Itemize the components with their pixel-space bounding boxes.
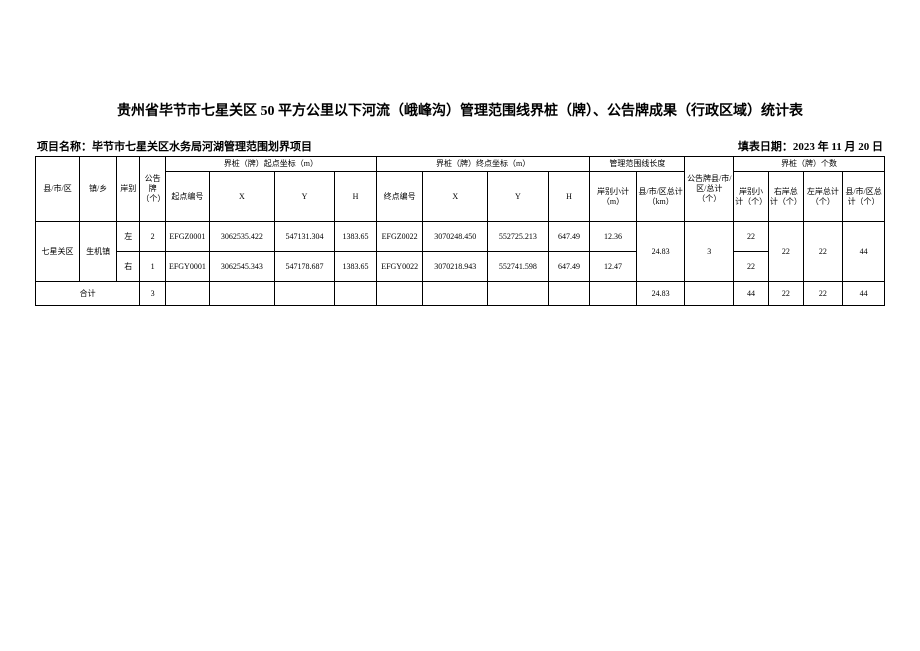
sum-bank-cnt: 44 xyxy=(734,282,769,306)
col-ex: X xyxy=(423,172,488,222)
cell-sh: 1383.65 xyxy=(335,222,377,252)
cell-sx: 3062535.422 xyxy=(209,222,274,252)
col-county-km: 县/市/区总计（km） xyxy=(636,172,685,222)
col-right-cnt: 右岸总计（个） xyxy=(768,172,803,222)
sum-blank xyxy=(548,282,590,306)
cell-county: 七星关区 xyxy=(36,222,80,282)
sum-blank xyxy=(423,282,488,306)
sum-board: 3 xyxy=(140,282,166,306)
cell-bank-len: 12.36 xyxy=(590,222,636,252)
cell-ey: 552741.598 xyxy=(488,252,548,282)
col-count-group: 界桩（牌）个数 xyxy=(734,157,885,172)
col-eh: H xyxy=(548,172,590,222)
sum-right-total: 22 xyxy=(768,282,803,306)
cell-sy: 547178.687 xyxy=(274,252,334,282)
col-board: 公告牌（个） xyxy=(140,157,166,222)
cell-board-total: 3 xyxy=(685,222,734,282)
cell-board: 2 xyxy=(140,222,166,252)
cell-start-id: EFGZ0001 xyxy=(165,222,209,252)
col-sx: X xyxy=(209,172,274,222)
date-value: 2023 年 11 月 20 日 xyxy=(793,141,883,153)
table-row: 右 1 EFGY0001 3062545.343 547178.687 1383… xyxy=(36,252,885,282)
project-name: 毕节市七星关区水务局河湖管理范围划界项目 xyxy=(92,141,312,153)
sum-row: 合计 3 24.83 44 22 22 44 xyxy=(36,282,885,306)
col-board-county: 公告牌县/市/区/总计（个） xyxy=(685,157,734,222)
sum-blank xyxy=(376,282,422,306)
cell-eh: 647.49 xyxy=(548,252,590,282)
sum-county-total: 44 xyxy=(843,282,885,306)
cell-bank: 右 xyxy=(117,252,140,282)
col-sy: Y xyxy=(274,172,334,222)
col-len-group: 管理范围线长度 xyxy=(590,157,685,172)
sum-left-total: 22 xyxy=(803,282,842,306)
cell-bank-cnt: 22 xyxy=(734,222,769,252)
meta-row: 项目名称：毕节市七星关区水务局河湖管理范围划界项目 填表日期：2023 年 11… xyxy=(35,138,885,154)
cell-town: 生机镇 xyxy=(80,222,117,282)
cell-county-km: 24.83 xyxy=(636,222,685,282)
sum-blank xyxy=(685,282,734,306)
cell-bank-cnt: 22 xyxy=(734,252,769,282)
sum-county-km: 24.83 xyxy=(636,282,685,306)
sum-blank xyxy=(335,282,377,306)
cell-sh: 1383.65 xyxy=(335,252,377,282)
page-title: 贵州省毕节市七星关区 50 平方公里以下河流（峨峰沟）管理范围线界桩（牌）、公告… xyxy=(35,100,885,120)
cell-bank-len: 12.47 xyxy=(590,252,636,282)
cell-left-total: 22 xyxy=(803,222,842,282)
cell-bank: 左 xyxy=(117,222,140,252)
col-county: 县/市/区 xyxy=(36,157,80,222)
cell-start-id: EFGY0001 xyxy=(165,252,209,282)
col-start-group: 界桩（牌）起点坐标（m） xyxy=(165,157,376,172)
col-town: 镇/乡 xyxy=(80,157,117,222)
sum-label: 合计 xyxy=(36,282,140,306)
sum-blank xyxy=(165,282,209,306)
cell-ex: 3070248.450 xyxy=(423,222,488,252)
project-label: 项目名称： xyxy=(37,141,92,153)
cell-county-total: 44 xyxy=(843,222,885,282)
date-label: 填表日期： xyxy=(738,141,793,153)
cell-ex: 3070218.943 xyxy=(423,252,488,282)
col-ey: Y xyxy=(488,172,548,222)
header-row-1: 县/市/区 镇/乡 岸别 公告牌（个） 界桩（牌）起点坐标（m） 界桩（牌）终点… xyxy=(36,157,885,172)
cell-sx: 3062545.343 xyxy=(209,252,274,282)
cell-ey: 552725.213 xyxy=(488,222,548,252)
col-end-id: 终点编号 xyxy=(376,172,422,222)
cell-sy: 547131.304 xyxy=(274,222,334,252)
cell-end-id: EFGY0022 xyxy=(376,252,422,282)
col-bank: 岸别 xyxy=(117,157,140,222)
col-bank-sub: 岸别小计（m） xyxy=(590,172,636,222)
col-sh: H xyxy=(335,172,377,222)
col-start-id: 起点编号 xyxy=(165,172,209,222)
table-row: 七星关区 生机镇 左 2 EFGZ0001 3062535.422 547131… xyxy=(36,222,885,252)
data-table: 县/市/区 镇/乡 岸别 公告牌（个） 界桩（牌）起点坐标（m） 界桩（牌）终点… xyxy=(35,156,885,306)
sum-blank xyxy=(590,282,636,306)
cell-right-total: 22 xyxy=(768,222,803,282)
cell-eh: 647.49 xyxy=(548,222,590,252)
cell-end-id: EFGZ0022 xyxy=(376,222,422,252)
col-county-cnt: 县/市/区总计（个） xyxy=(843,172,885,222)
col-end-group: 界桩（牌）终点坐标（m） xyxy=(376,157,589,172)
sum-blank xyxy=(209,282,274,306)
sum-blank xyxy=(488,282,548,306)
col-left-cnt: 左岸总计（个） xyxy=(803,172,842,222)
cell-board: 1 xyxy=(140,252,166,282)
sum-blank xyxy=(274,282,334,306)
col-bank-cnt: 岸别小计（个） xyxy=(734,172,769,222)
